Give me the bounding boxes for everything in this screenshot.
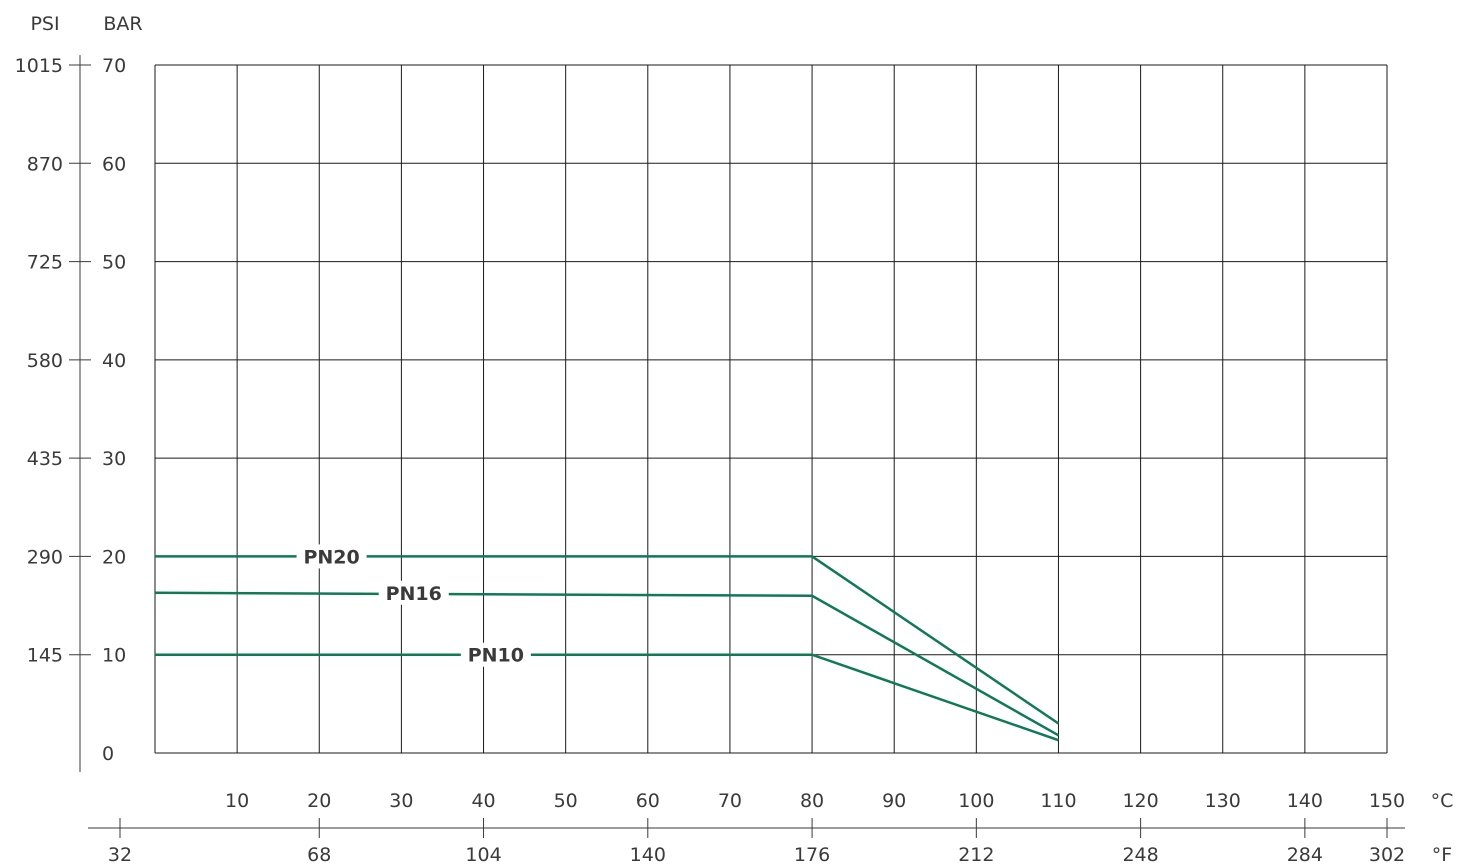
- fahrenheit-tick-label: 212: [958, 844, 994, 865]
- psi-tick-label: 290: [27, 546, 63, 568]
- fahrenheit-tick-label: 248: [1122, 844, 1158, 865]
- celsius-tick-label: 70: [718, 790, 742, 812]
- psi-tick-label: 145: [27, 645, 63, 667]
- bar-tick-label: 70: [102, 55, 126, 77]
- fahrenheit-unit-label: °F: [1432, 844, 1452, 865]
- psi-tick-label: 435: [27, 448, 63, 470]
- bar-axis-title: BAR: [103, 13, 142, 35]
- bar-tick-label: 20: [102, 546, 126, 568]
- celsius-tick-label: 10: [225, 790, 249, 812]
- fahrenheit-tick-label: 32: [108, 844, 132, 865]
- series-label-bg: [296, 544, 367, 569]
- celsius-tick-label: 100: [958, 790, 994, 812]
- bar-tick-label: 30: [102, 448, 126, 470]
- fahrenheit-tick-label: 302: [1369, 844, 1405, 865]
- labels: PN20 PN16 PN10: [296, 544, 531, 667]
- celsius-tick-label: 150: [1369, 790, 1405, 812]
- celsius-unit-label: °C: [1431, 790, 1454, 812]
- celsius-tick-label: 110: [1040, 790, 1076, 812]
- fahrenheit-tick-label: 104: [465, 844, 501, 865]
- fahrenheit-tick-label: 176: [794, 844, 830, 865]
- grid: [154, 64, 1388, 754]
- axes: 0 10 20 30 40 50 60 70 145 290 435 580 725 870 1015 10 2…: [15, 55, 1405, 865]
- bar-tick-label: 50: [102, 252, 126, 274]
- psi-tick-label: 870: [27, 153, 63, 175]
- series-line-pn10: [155, 653, 1059, 742]
- celsius-tick-label: 90: [882, 790, 906, 812]
- celsius-tick-label: 120: [1122, 790, 1158, 812]
- fahrenheit-tick-label: 284: [1287, 844, 1323, 865]
- psi-tick-label: 725: [27, 252, 63, 274]
- celsius-tick-label: 80: [800, 790, 824, 812]
- psi-axis-title: PSI: [30, 13, 59, 35]
- series-label-pn10: PN10: [468, 645, 524, 667]
- celsius-tick-label: 60: [636, 790, 660, 812]
- celsius-tick-label: 20: [307, 790, 331, 812]
- celsius-tick-label: 40: [471, 790, 495, 812]
- celsius-tick-label: 130: [1205, 790, 1241, 812]
- series-line-pn16: [154, 591, 1060, 737]
- series-line-pn20: [155, 555, 1060, 725]
- series-label-bg: [378, 580, 449, 605]
- fahrenheit-tick-label: 68: [307, 844, 331, 865]
- series-lines: [154, 555, 1060, 742]
- psi-tick-label: 580: [27, 350, 63, 372]
- series-label-pn16: PN16: [386, 583, 442, 605]
- celsius-tick-label: 50: [554, 790, 578, 812]
- fahrenheit-tick-label: 140: [630, 844, 666, 865]
- series-label-bg: [460, 642, 531, 667]
- bar-tick-label: 0: [102, 743, 114, 765]
- celsius-tick-label: 140: [1287, 790, 1323, 812]
- series-label-pn20: PN20: [303, 546, 359, 568]
- psi-tick-label: 1015: [15, 55, 63, 77]
- bar-tick-label: 40: [102, 350, 126, 372]
- bar-tick-label: 60: [102, 153, 126, 175]
- bar-tick-label: 10: [102, 645, 126, 667]
- celsius-tick-label: 30: [389, 790, 413, 812]
